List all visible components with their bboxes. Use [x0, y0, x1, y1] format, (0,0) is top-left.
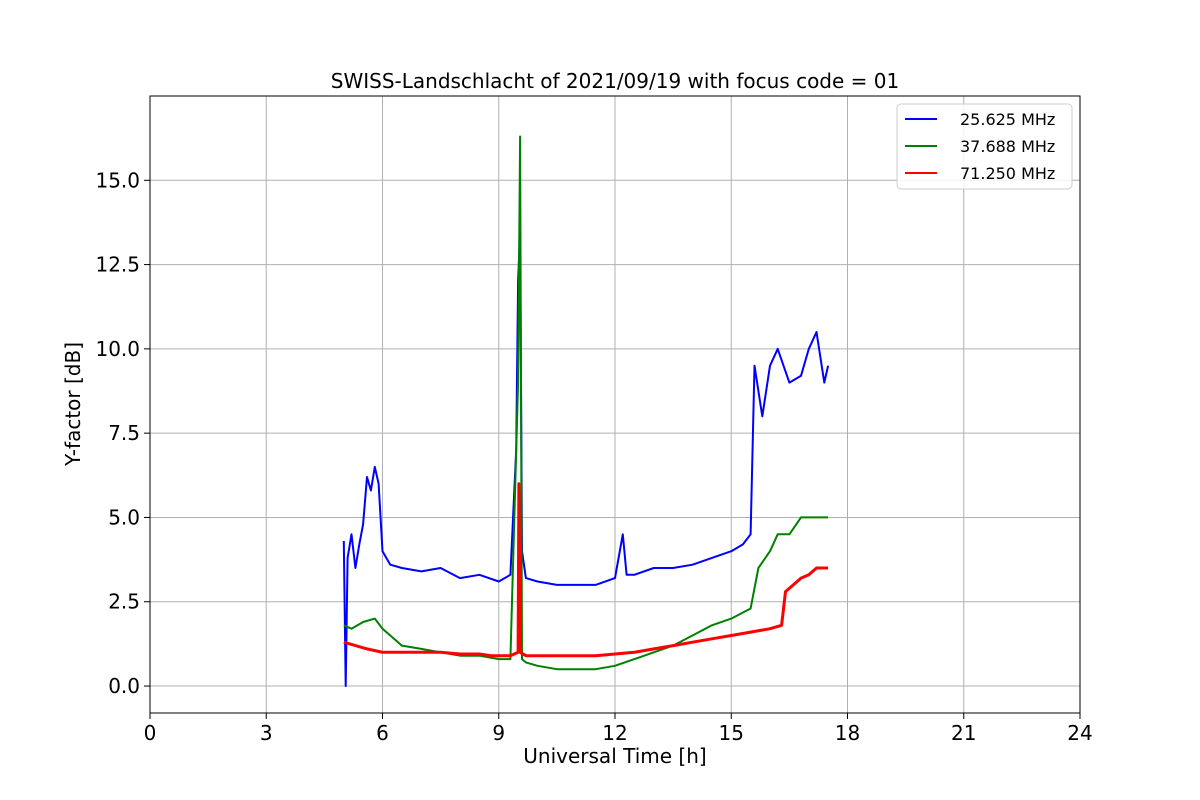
x-tick-label: 12 [602, 721, 627, 745]
grid [149, 96, 1081, 713]
y-tick-label: 0.0 [108, 674, 140, 698]
x-tick-label: 9 [492, 721, 505, 745]
y-axis-label: Y-factor [dB] [61, 342, 85, 467]
y-tick-label: 5.0 [108, 505, 140, 529]
y-tick-label: 10.0 [95, 337, 140, 361]
x-tick-label: 0 [144, 721, 157, 745]
x-axis: 0 3 6 9 12 15 18 21 24 [144, 713, 1093, 745]
y-tick-label: 2.5 [108, 590, 140, 614]
x-tick-label: 21 [951, 721, 976, 745]
chart-title: SWISS-Landschlacht of 2021/09/19 with fo… [331, 69, 899, 93]
x-tick-label: 3 [260, 721, 273, 745]
series-line-3 [343, 482, 829, 658]
legend: 25.625 MHz 37.688 MHz 71.250 MHz [896, 103, 1073, 190]
y-tick-label: 12.5 [95, 253, 140, 277]
x-tick-label: 6 [376, 721, 389, 745]
series-line-2 [343, 135, 829, 671]
x-tick-label: 18 [835, 721, 860, 745]
legend-label-2: 37.688 MHz [960, 137, 1055, 156]
legend-label-3: 71.250 MHz [960, 164, 1055, 183]
x-axis-label: Universal Time [h] [523, 744, 706, 768]
series-layer [342, 135, 830, 687]
y-tick-label: 15.0 [95, 168, 140, 192]
x-tick-label: 24 [1067, 721, 1092, 745]
legend-box [896, 103, 1073, 190]
x-tick-label: 15 [719, 721, 744, 745]
series-line-1 [342, 229, 830, 687]
y-axis: 0.0 2.5 5.0 7.5 10.0 12.5 15.0 [95, 168, 150, 698]
y-tick-label: 7.5 [108, 421, 140, 445]
legend-label-1: 25.625 MHz [960, 110, 1055, 129]
